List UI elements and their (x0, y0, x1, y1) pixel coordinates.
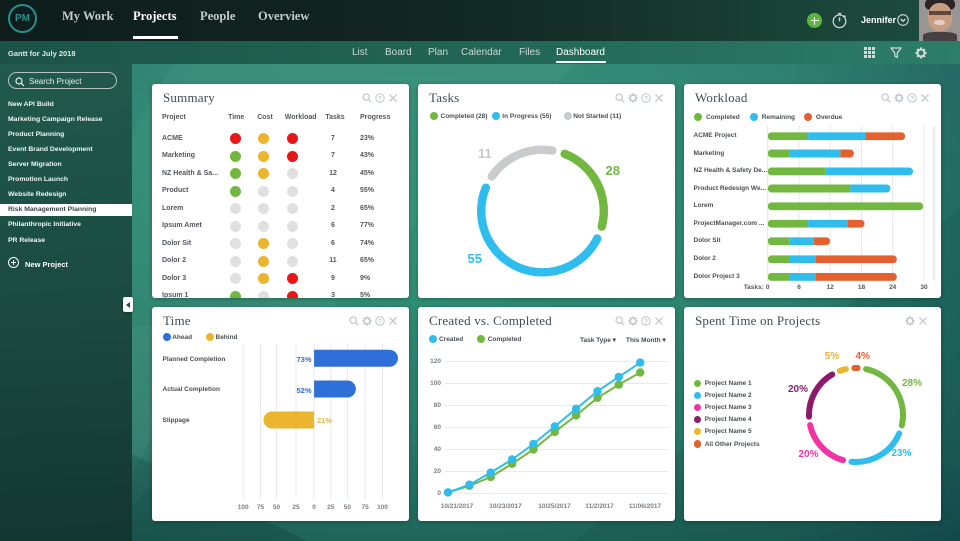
svg-text:?: ? (378, 95, 382, 102)
svg-text:?: ? (644, 318, 648, 325)
svg-text:?: ? (910, 95, 914, 102)
svg-text:?: ? (378, 318, 382, 325)
svg-text:?: ? (644, 95, 648, 102)
